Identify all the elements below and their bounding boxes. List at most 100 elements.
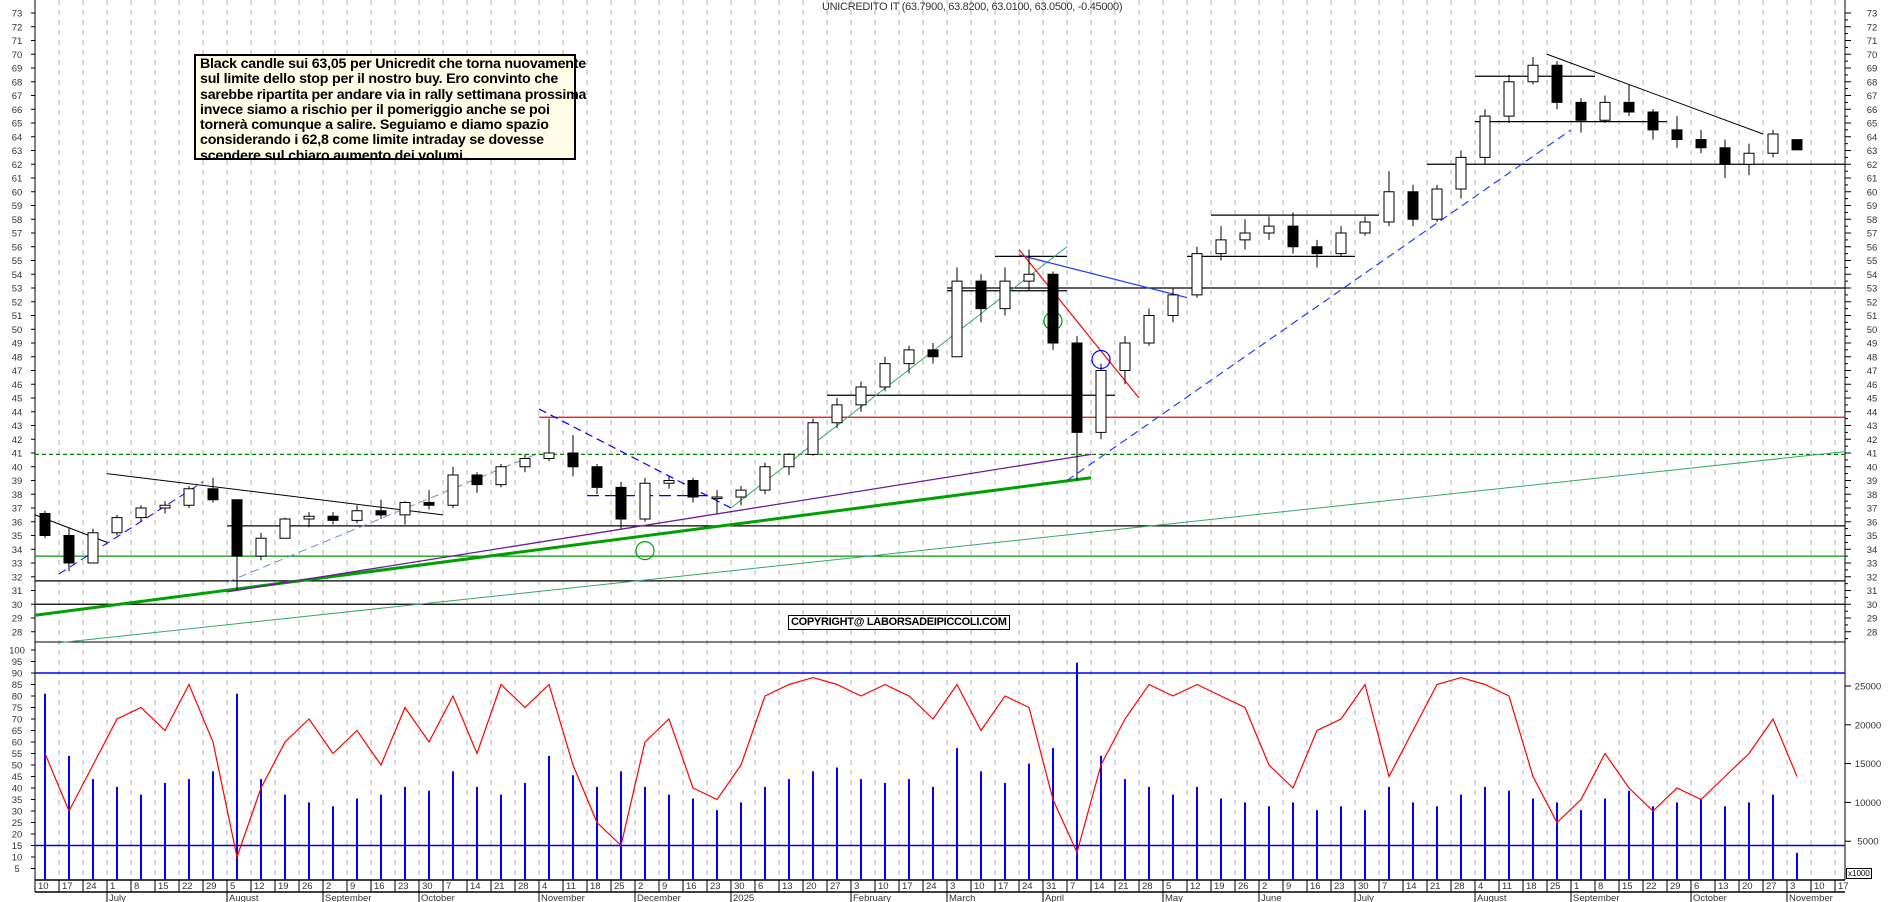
note-line: Black candle sui 63,05 per Unicredit che… xyxy=(200,56,586,72)
price-tick-label-left: 44 xyxy=(12,407,23,418)
candle-body xyxy=(687,480,699,498)
trendline xyxy=(1066,129,1572,481)
candle-body xyxy=(327,515,339,521)
price-tick-label-left: 52 xyxy=(12,297,23,308)
month-label: December xyxy=(637,893,681,902)
candle xyxy=(1695,129,1707,154)
candle xyxy=(1671,116,1683,148)
price-tick-label: 40 xyxy=(1867,462,1878,473)
date-tick-label: 19 xyxy=(278,881,289,892)
candle-body xyxy=(1359,221,1371,234)
candle-body xyxy=(159,504,171,509)
volume-unit-label: x1000 xyxy=(1846,868,1872,879)
candle-body xyxy=(855,386,867,406)
date-tick-label: 11 xyxy=(1502,881,1512,892)
price-tick-label-left: 37 xyxy=(12,504,23,515)
highlight-ellipse xyxy=(635,541,655,561)
date-tick-label: 21 xyxy=(1118,881,1129,892)
date-tick-label: 20 xyxy=(806,881,817,892)
date-tick-label: 28 xyxy=(1142,881,1153,892)
candle xyxy=(951,267,963,358)
candle-body xyxy=(567,452,579,468)
candle xyxy=(1575,98,1587,133)
price-tick-label-left: 71 xyxy=(12,36,23,47)
price-tick-label: 30 xyxy=(1867,600,1878,611)
candle-body xyxy=(783,453,795,468)
candle-body xyxy=(1119,342,1131,371)
candle-body xyxy=(1095,370,1107,433)
candle-body xyxy=(255,537,267,557)
oscillator-tick-label: 90 xyxy=(12,669,23,680)
candle xyxy=(519,454,531,473)
candle-body xyxy=(735,489,747,498)
price-tick-label-left: 53 xyxy=(12,284,23,295)
date-tick-label: 25 xyxy=(614,881,625,892)
price-tick-label: 50 xyxy=(1867,325,1878,336)
price-tick-label: 58 xyxy=(1867,215,1878,226)
candle xyxy=(855,381,867,412)
candle xyxy=(495,464,507,488)
price-tick-label-left: 60 xyxy=(12,187,23,198)
candle xyxy=(1047,271,1059,350)
date-tick-label: 3 xyxy=(950,881,955,892)
candle xyxy=(615,481,627,529)
price-tick-label: 52 xyxy=(1867,297,1878,308)
candle xyxy=(903,345,915,374)
oscillator-tick-label: 95 xyxy=(12,657,23,668)
oscillator-tick-label: 55 xyxy=(12,749,23,760)
candle-body xyxy=(999,280,1011,310)
candle-body xyxy=(1215,239,1227,255)
price-tick-label-left: 38 xyxy=(12,490,23,501)
date-tick-label: 26 xyxy=(1238,881,1249,892)
note-line: tornerà comunque a salire. Seguiamo e di… xyxy=(200,117,549,134)
month-label: July xyxy=(1357,893,1374,902)
candle xyxy=(1167,288,1179,323)
price-tick-label: 64 xyxy=(1867,132,1878,143)
candle xyxy=(1455,150,1467,199)
price-tick-label-left: 56 xyxy=(12,242,23,253)
date-tick-label: 13 xyxy=(1718,881,1729,892)
date-tick-label: 11 xyxy=(566,881,576,892)
volume-tick-label: 15000 xyxy=(1855,759,1881,770)
candle xyxy=(759,462,771,495)
price-tick-label-left: 51 xyxy=(12,311,23,322)
month-label: October xyxy=(421,893,455,902)
date-tick-label: 21 xyxy=(494,881,505,892)
price-tick-label: 36 xyxy=(1867,517,1878,528)
trendline xyxy=(226,453,1092,593)
candle-body xyxy=(663,480,675,484)
price-tick-label: 63 xyxy=(1867,146,1878,157)
date-tick-label: 2 xyxy=(1262,881,1267,892)
price-tick-label: 71 xyxy=(1867,36,1878,47)
oscillator-tick-label: 75 xyxy=(12,703,23,714)
price-tick-label: 56 xyxy=(1867,242,1878,253)
candle xyxy=(351,505,363,524)
candle-body xyxy=(495,466,507,486)
month-label: September xyxy=(1573,893,1619,902)
candle-body xyxy=(1719,147,1731,165)
date-tick-label: 2 xyxy=(326,881,331,892)
candle-body xyxy=(231,499,243,557)
price-tick-label-left: 54 xyxy=(12,270,23,281)
date-tick-label: 10 xyxy=(878,881,889,892)
candle-body xyxy=(1191,253,1203,296)
price-tick-label: 31 xyxy=(1867,586,1878,597)
candle xyxy=(111,514,123,536)
date-tick-label: 24 xyxy=(926,881,937,892)
price-tick-label: 38 xyxy=(1867,490,1878,501)
date-tick-label: 8 xyxy=(1598,881,1603,892)
candle xyxy=(303,512,315,528)
price-tick-label-left: 68 xyxy=(12,77,23,88)
price-tick-label-left: 72 xyxy=(12,22,23,33)
date-tick-label: 4 xyxy=(542,881,547,892)
price-tick-label-left: 28 xyxy=(12,627,23,638)
date-tick-label: 3 xyxy=(1790,881,1795,892)
date-tick-label: 27 xyxy=(1766,881,1777,892)
candle-body xyxy=(1767,133,1779,154)
month-label: September xyxy=(325,893,371,902)
date-tick-label: 31 xyxy=(1046,881,1057,892)
date-tick-label: 30 xyxy=(1358,881,1369,892)
candle-body xyxy=(447,474,459,506)
candle-body xyxy=(1455,156,1467,190)
month-label: October xyxy=(1693,893,1727,902)
